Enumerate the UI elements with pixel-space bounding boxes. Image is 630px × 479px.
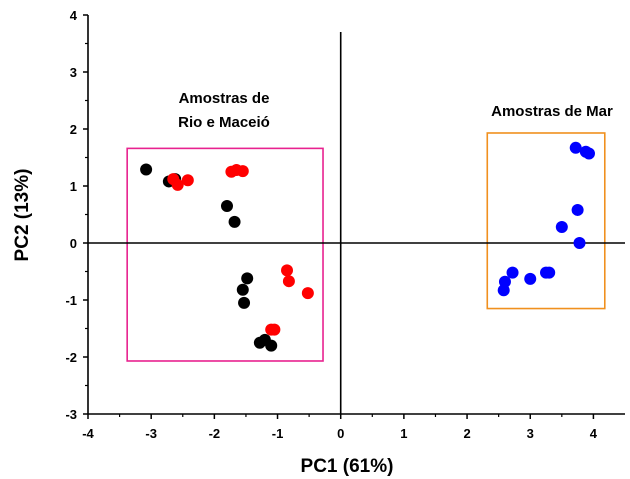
box-mar bbox=[486, 132, 606, 310]
tick-marks bbox=[83, 14, 595, 419]
y-tick-label: 1 bbox=[70, 179, 77, 194]
box-rio-maceio bbox=[126, 147, 324, 362]
y-tick-label: -3 bbox=[65, 407, 77, 422]
x-tick-label: 2 bbox=[463, 426, 470, 441]
black-point bbox=[220, 199, 233, 212]
blue-point bbox=[524, 272, 537, 285]
blue-point bbox=[506, 266, 519, 279]
red-point bbox=[281, 264, 294, 277]
group-boxes bbox=[126, 132, 606, 362]
blue-point bbox=[573, 237, 586, 249]
blue-point bbox=[571, 203, 584, 216]
black-point bbox=[241, 272, 254, 285]
black-point bbox=[238, 296, 251, 309]
blue-point bbox=[555, 221, 568, 234]
y-tick-label: 2 bbox=[70, 122, 77, 137]
data-points bbox=[140, 141, 595, 352]
red-point bbox=[171, 178, 184, 191]
annotation-rio-line1: Amostras de bbox=[179, 90, 270, 107]
annotation-mar: Amostras de Mar bbox=[491, 103, 613, 120]
chart-text: PC1 (61%) PC2 (13%) Amostras de Rio e Ma… bbox=[12, 8, 613, 477]
red-point bbox=[181, 174, 194, 187]
y-tick-label: 4 bbox=[70, 8, 78, 23]
blue-point bbox=[498, 275, 511, 288]
x-tick-label: 3 bbox=[527, 426, 534, 441]
black-point bbox=[265, 339, 278, 352]
blue-point bbox=[582, 147, 595, 160]
y-tick-label: -2 bbox=[65, 350, 77, 365]
x-tick-label: -2 bbox=[209, 426, 221, 441]
red-point bbox=[282, 275, 295, 288]
black-point bbox=[236, 283, 249, 296]
blue-point bbox=[569, 141, 582, 154]
axes-frame bbox=[87, 15, 625, 415]
y-axis-title: PC2 (13%) bbox=[12, 169, 33, 262]
x-axis-title: PC1 (61%) bbox=[301, 456, 394, 477]
black-point bbox=[140, 163, 153, 176]
x-tick-label: 1 bbox=[400, 426, 407, 441]
annotation-rio-line2: Rio e Maceió bbox=[178, 114, 270, 131]
red-point bbox=[301, 287, 314, 300]
red-point bbox=[236, 165, 249, 178]
y-tick-label: 3 bbox=[70, 65, 77, 80]
y-tick-label: 0 bbox=[70, 236, 77, 251]
x-tick-label: 0 bbox=[337, 426, 344, 441]
blue-point bbox=[543, 266, 556, 279]
zero-lines bbox=[88, 32, 625, 414]
y-tick-label: -1 bbox=[65, 293, 77, 308]
x-tick-label: -3 bbox=[145, 426, 157, 441]
black-point bbox=[228, 215, 241, 228]
x-tick-label: -1 bbox=[272, 426, 284, 441]
red-point bbox=[268, 323, 281, 336]
x-tick-label: -4 bbox=[82, 426, 94, 441]
x-tick-label: 4 bbox=[590, 426, 598, 441]
